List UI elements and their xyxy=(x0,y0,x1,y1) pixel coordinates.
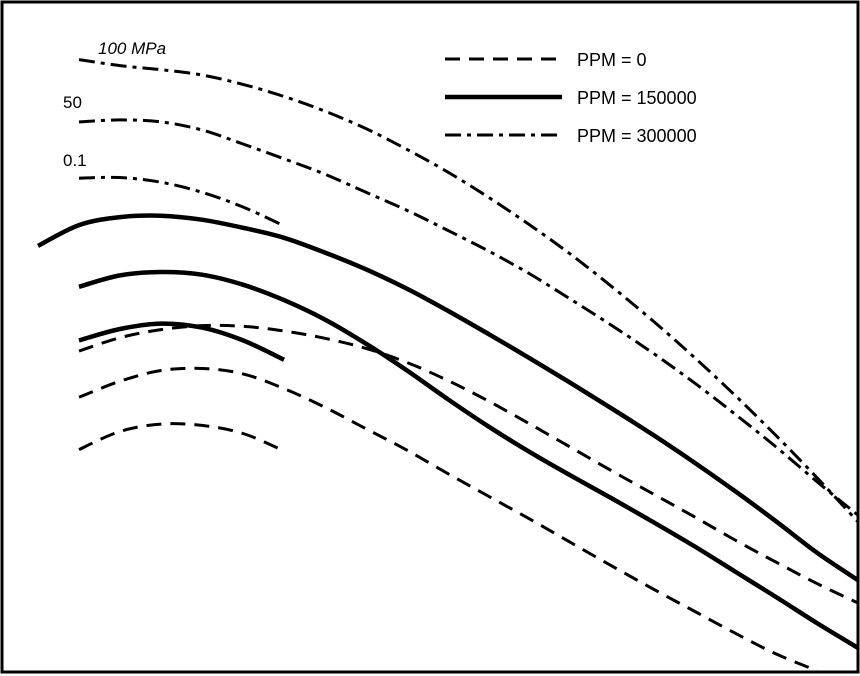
series-line-ppm-300000-100-mpa xyxy=(78,58,860,523)
pressure-label-0-1: 0.1 xyxy=(63,151,87,170)
pressure-label-100: 100 MPa xyxy=(98,39,166,58)
series-line-ppm-300000-0-1 xyxy=(78,175,285,228)
series-line-ppm-0-100-mpa xyxy=(78,323,859,605)
series-line-ppm-150000-100-mpa xyxy=(36,213,860,583)
series-line-ppm-150000-0-1 xyxy=(78,321,285,362)
legend-label-ppm-300000: PPM = 300000 xyxy=(577,126,697,146)
legend: PPM = 0 PPM = 150000 PPM = 300000 xyxy=(445,50,697,146)
series-curves xyxy=(36,58,860,673)
series-line-ppm-0-0-1 xyxy=(78,422,285,453)
legend-label-ppm-150000: PPM = 150000 xyxy=(577,88,697,108)
series-line-ppm-300000-50 xyxy=(78,118,859,517)
legend-label-ppm-0: PPM = 0 xyxy=(577,50,647,70)
series-line-ppm-150000-50 xyxy=(78,269,860,650)
pressure-label-50: 50 xyxy=(63,93,82,112)
series-line-ppm-0-50 xyxy=(78,366,818,673)
